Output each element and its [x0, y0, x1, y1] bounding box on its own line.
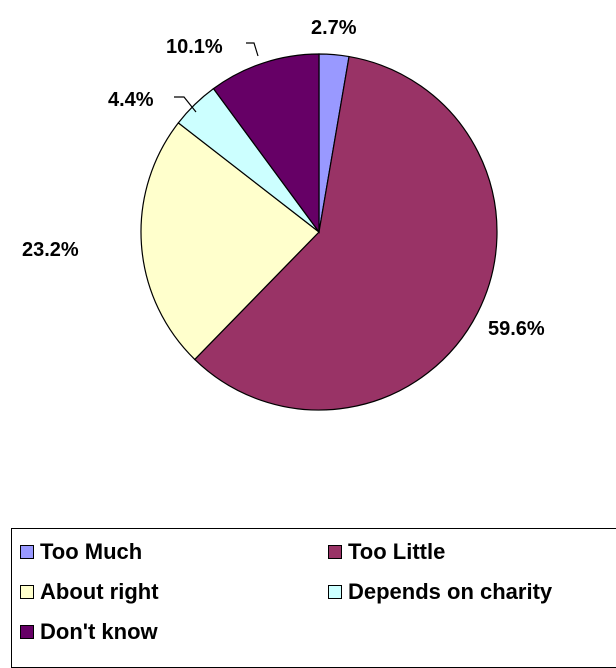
legend-item-dont-know: Don't know	[20, 619, 158, 645]
legend-swatch-too-much	[20, 545, 34, 559]
legend-item-depends-on-charity: Depends on charity	[328, 579, 552, 605]
leader-lines	[174, 42, 259, 113]
pie-slice-too-little	[193, 55, 498, 411]
legend-item-about-right: About right	[20, 579, 159, 605]
legend-label-about-right: About right	[40, 579, 159, 604]
pie-slice-dont-know	[212, 53, 320, 234]
legend-label-depends-on-charity: Depends on charity	[348, 579, 553, 604]
legend-label-dont-know: Don't know	[40, 619, 158, 644]
slice-label-too-little: 59.6%	[488, 318, 545, 340]
slice-labels: 2.7% 59.6% 23.2% 4.4% 10.1%	[22, 17, 545, 340]
legend-label-too-much: Too Much	[40, 539, 143, 564]
leader-line-depends-on-charity	[174, 96, 197, 113]
slice-label-too-much: 2.7%	[311, 17, 357, 39]
slice-label-depends-on-charity: 4.4%	[108, 89, 154, 111]
legend-swatch-about-right	[20, 585, 34, 599]
legend-item-too-much: Too Much	[20, 539, 142, 565]
slice-label-dont-know: 10.1%	[166, 36, 223, 58]
pie-slice-about-right	[140, 122, 320, 361]
chart-legend: Too Much Too Little About right Depends …	[11, 528, 616, 668]
legend-swatch-dont-know	[20, 625, 34, 639]
leader-line-dont-know	[246, 42, 259, 57]
pie-slices	[140, 53, 498, 411]
legend-swatch-depends-on-charity	[328, 585, 342, 599]
slice-label-about-right: 23.2%	[22, 239, 79, 261]
legend-label-too-little: Too Little	[348, 539, 446, 564]
legend-swatch-too-little	[328, 545, 342, 559]
legend-item-too-little: Too Little	[328, 539, 445, 565]
